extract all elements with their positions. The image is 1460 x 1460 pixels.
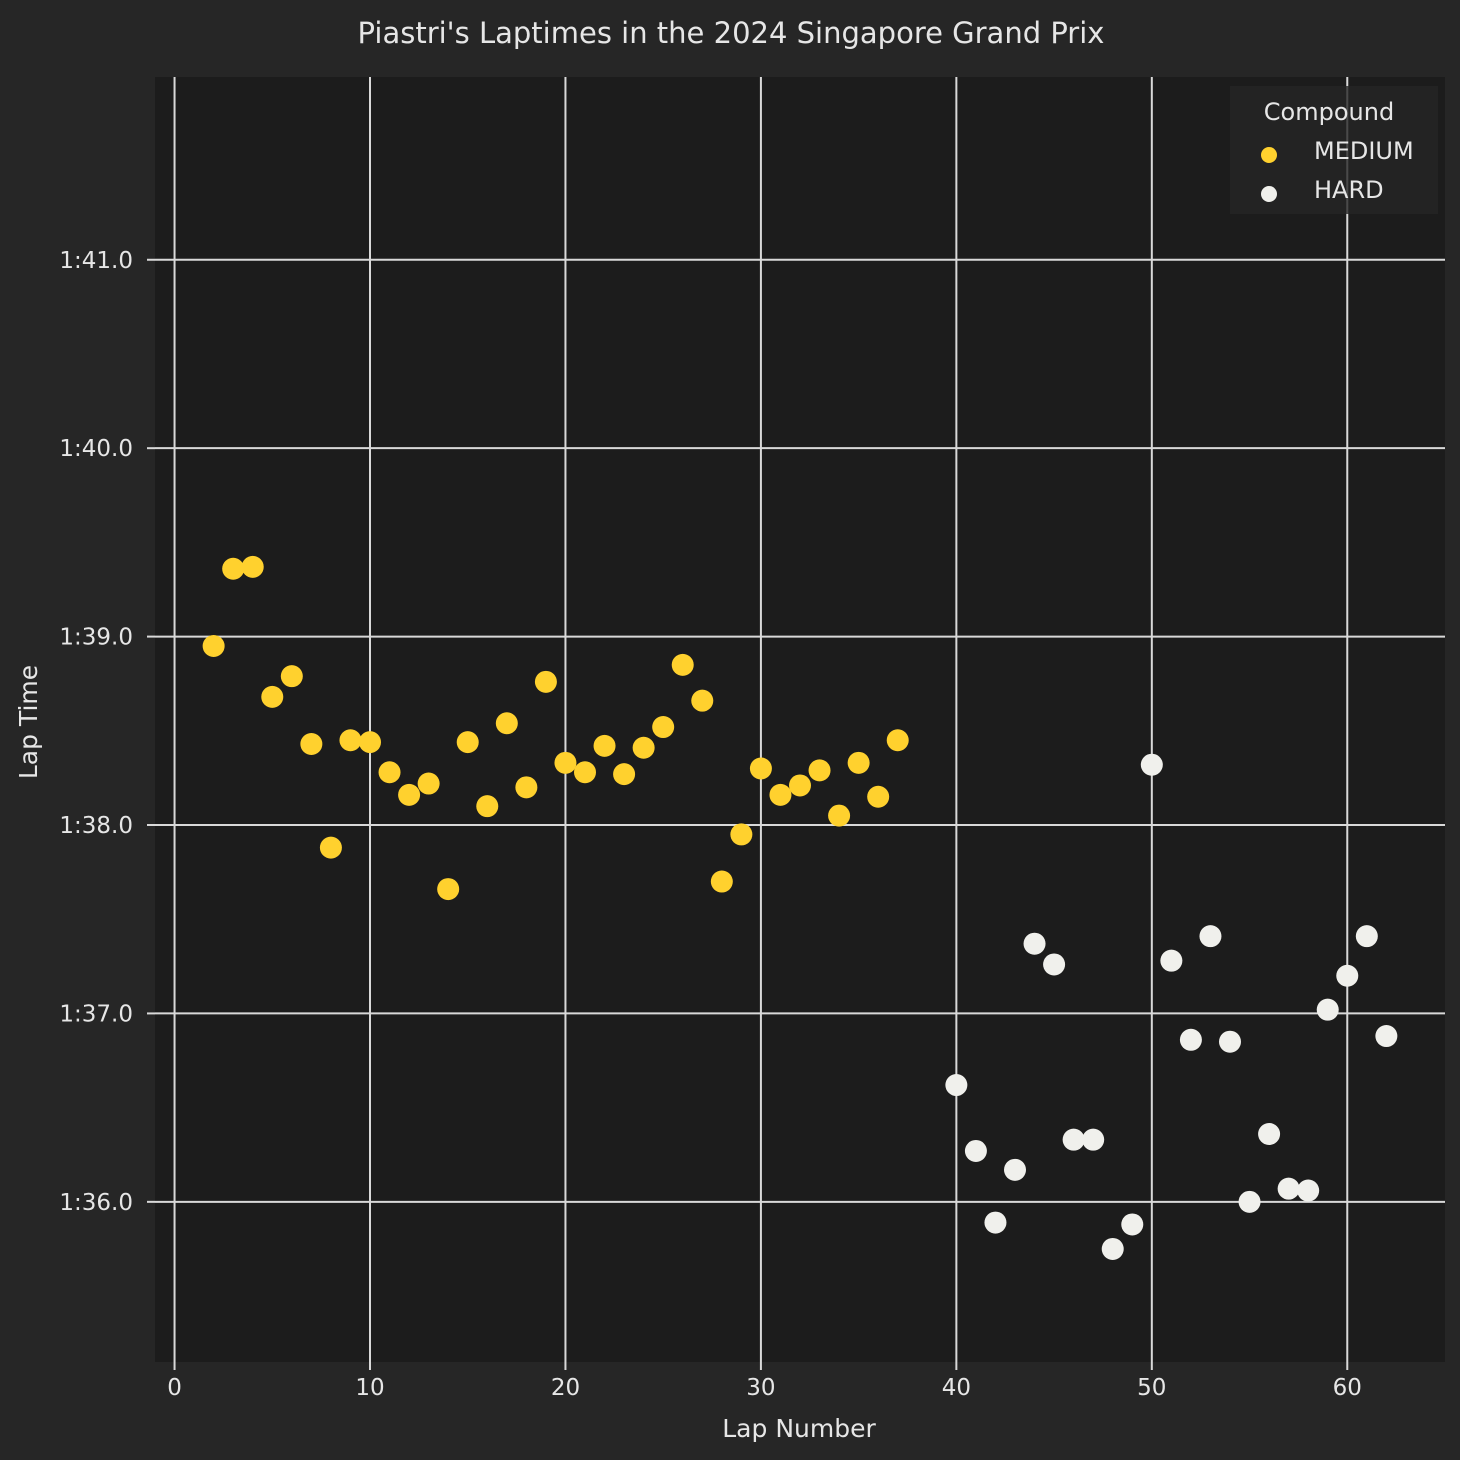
- data-point-medium: [808, 759, 831, 782]
- data-point-hard: [1199, 925, 1222, 948]
- y-tick-label: 1:37.0: [59, 1001, 133, 1027]
- data-point-medium: [886, 729, 909, 752]
- data-point-medium: [730, 823, 753, 846]
- x-tick-label: 20: [551, 1375, 580, 1401]
- data-point-hard: [1043, 953, 1066, 976]
- data-point-hard: [1082, 1128, 1105, 1151]
- data-point-medium: [280, 665, 303, 688]
- data-point-hard: [1277, 1177, 1300, 1200]
- data-point-hard: [1140, 753, 1163, 776]
- legend-title: Compound: [1264, 98, 1394, 126]
- data-point-medium: [574, 761, 596, 784]
- chart-title: Piastri's Laptimes in the 2024 Singapore…: [358, 16, 1105, 50]
- y-axis-label: Lap Time: [14, 665, 43, 779]
- data-point-medium: [417, 772, 440, 795]
- x-tick-label: 30: [746, 1375, 775, 1401]
- data-point-hard: [1160, 949, 1183, 972]
- legend-label-hard: HARD: [1314, 176, 1384, 204]
- data-point-medium: [339, 729, 362, 752]
- data-point-medium: [202, 635, 225, 658]
- x-tick-label: 40: [942, 1375, 971, 1401]
- data-point-medium: [222, 557, 245, 580]
- x-tick-label: 10: [355, 1375, 384, 1401]
- data-point-medium: [593, 734, 616, 757]
- data-point-hard: [1297, 1179, 1320, 1202]
- data-point-medium: [769, 783, 792, 806]
- data-point-hard: [1316, 998, 1339, 1021]
- y-tick-label: 1:36.0: [59, 1190, 133, 1216]
- data-point-medium: [398, 783, 421, 806]
- data-point-hard: [1238, 1190, 1261, 1213]
- data-point-medium: [828, 804, 851, 827]
- legend: Compound MEDIUM HARD: [1230, 86, 1438, 214]
- data-point-medium: [515, 776, 538, 799]
- data-point-medium: [789, 774, 811, 797]
- data-point-hard: [1336, 964, 1359, 987]
- data-point-hard: [1004, 1158, 1026, 1181]
- data-point-medium: [652, 716, 675, 739]
- legend-marker-hard: [1261, 186, 1277, 202]
- data-point-hard: [1179, 1028, 1202, 1051]
- data-point-hard: [945, 1074, 968, 1097]
- x-axis-label: Lap Number: [722, 1414, 876, 1443]
- data-points: [202, 555, 1398, 1260]
- data-point-medium: [319, 836, 342, 859]
- data-point-hard: [1355, 925, 1378, 948]
- data-point-medium: [456, 731, 479, 754]
- data-point-hard: [984, 1211, 1007, 1234]
- data-point-hard: [1101, 1237, 1124, 1260]
- y-tick-label: 1:40.0: [59, 436, 133, 462]
- data-point-medium: [632, 736, 655, 759]
- data-point-medium: [495, 712, 518, 735]
- data-point-medium: [710, 870, 733, 893]
- data-point-medium: [554, 751, 577, 774]
- data-point-medium: [437, 878, 460, 901]
- data-point-hard: [1219, 1030, 1241, 1053]
- plot-area: [155, 77, 1445, 1362]
- y-tick-label: 1:41.0: [59, 248, 133, 274]
- data-point-medium: [300, 732, 323, 755]
- data-point-medium: [749, 757, 772, 780]
- legend-label-medium: MEDIUM: [1314, 137, 1414, 165]
- data-point-hard: [964, 1139, 987, 1162]
- data-point-medium: [847, 751, 870, 774]
- data-point-medium: [261, 685, 284, 708]
- data-point-medium: [613, 763, 636, 786]
- data-point-hard: [1023, 932, 1046, 955]
- data-point-medium: [867, 785, 890, 808]
- axis-ticks: 0 10 20 30 40 50 60 1:36.0 1:37.0 1:38.0 1:39.0 1:4…: [59, 248, 1362, 1401]
- legend-marker-medium: [1261, 147, 1277, 163]
- x-tick-label: 50: [1137, 1375, 1166, 1401]
- data-point-medium: [241, 555, 264, 578]
- y-tick-label: 1:39.0: [59, 625, 133, 651]
- data-point-medium: [359, 731, 381, 754]
- data-point-hard: [1121, 1213, 1144, 1236]
- data-point-medium: [378, 761, 401, 784]
- x-tick-label: 0: [167, 1375, 182, 1401]
- x-tick-label: 60: [1333, 1375, 1362, 1401]
- data-point-hard: [1258, 1123, 1281, 1146]
- data-point-medium: [691, 689, 714, 712]
- y-tick-label: 1:38.0: [59, 813, 133, 839]
- data-point-hard: [1375, 1025, 1398, 1048]
- grid-lines: [155, 77, 1445, 1362]
- data-point-medium: [671, 653, 694, 676]
- data-point-medium: [476, 795, 499, 818]
- data-point-hard: [1062, 1128, 1085, 1151]
- data-point-medium: [534, 670, 557, 693]
